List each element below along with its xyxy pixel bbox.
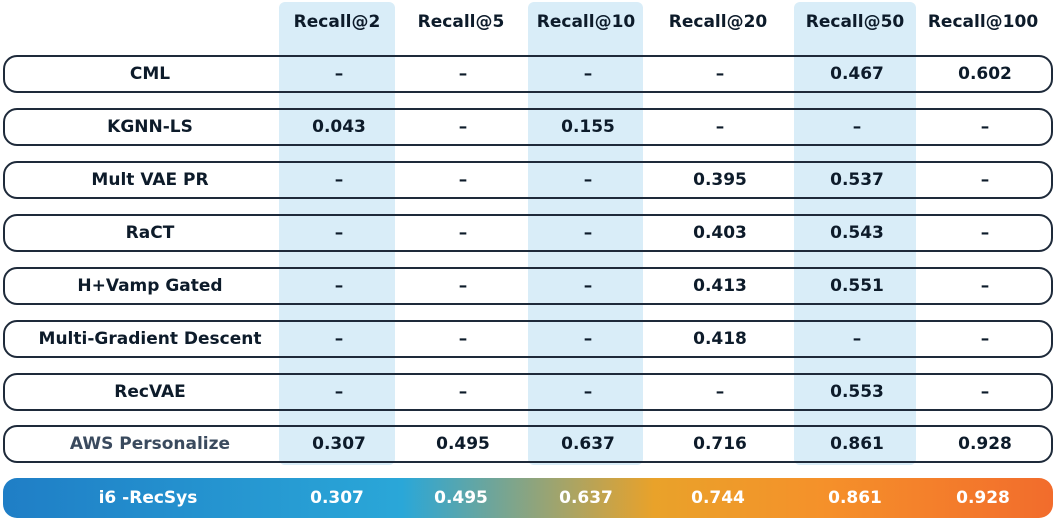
cell-recall-20: 0.744 [691,488,745,508]
cell-recall-20: 0.716 [693,434,747,454]
cell-recall-5: 0.495 [434,488,488,508]
table-row-kgnn-ls: KGNN-LS 0.043 – 0.155 – – – [3,108,1053,146]
cell-recall-2: 0.307 [312,434,366,454]
table-row-mult-vae-pr: Mult VAE PR – – – 0.395 0.537 – [3,161,1053,199]
cell-recall-5: – [458,329,468,349]
cell-recall-10: – [583,223,593,243]
row-label: AWS Personalize [69,434,231,454]
cell-recall-10: – [583,329,593,349]
cell-recall-2: – [334,382,344,402]
cell-recall-20: 0.395 [693,170,747,190]
cell-recall-50: – [852,117,862,137]
cell-recall-10: 0.155 [561,117,615,137]
table-row-multi-gradient-descent: Multi-Gradient Descent – – – 0.418 – – [3,320,1053,358]
cell-recall-50: 0.543 [830,223,884,243]
table-row-i6-recsys: i6 -RecSys 0.307 0.495 0.637 0.744 0.861… [3,478,1053,518]
cell-recall-100: – [980,170,990,190]
cell-recall-10: – [583,64,593,84]
cell-recall-10: – [583,170,593,190]
cell-recall-2: 0.307 [310,488,364,508]
column-header-recall-5: Recall@5 [417,12,505,32]
cell-recall-20: – [715,382,725,402]
cell-recall-5: – [458,276,468,296]
cell-recall-50: 0.537 [830,170,884,190]
cell-recall-10: – [583,276,593,296]
cell-recall-10: 0.637 [561,434,615,454]
cell-recall-100: – [980,382,990,402]
cell-recall-50: 0.861 [830,434,884,454]
table-row-cml: CML – – – – 0.467 0.602 [3,55,1053,93]
cell-recall-20: 0.403 [693,223,747,243]
row-label: H+Vamp Gated [77,276,223,296]
row-label: RecVAE [114,382,186,402]
row-label: RaCT [125,223,175,243]
column-header-recall-50: Recall@50 [805,12,905,32]
cell-recall-5: 0.495 [436,434,490,454]
highlight-column-recall-2 [279,2,395,465]
row-label: CML [129,64,171,84]
cell-recall-20: 0.418 [693,329,747,349]
highlight-column-recall-10 [528,2,643,465]
cell-recall-50: – [852,329,862,349]
row-label: Multi-Gradient Descent [38,329,262,349]
cell-recall-100: – [980,329,990,349]
cell-recall-5: – [458,117,468,137]
cell-recall-5: – [458,170,468,190]
highlight-column-recall-50 [794,2,916,465]
cell-recall-50: 0.553 [830,382,884,402]
table-row-aws-personalize: AWS Personalize 0.307 0.495 0.637 0.716 … [3,425,1053,463]
cell-recall-100: – [980,117,990,137]
cell-recall-10: 0.637 [559,488,613,508]
cell-recall-50: 0.467 [830,64,884,84]
cell-recall-2: – [334,170,344,190]
column-header-recall-100: Recall@100 [927,12,1039,32]
cell-recall-100: 0.602 [958,64,1012,84]
cell-recall-2: – [334,329,344,349]
cell-recall-50: 0.551 [830,276,884,296]
table-row-ract: RaCT – – – 0.403 0.543 – [3,214,1053,252]
column-header-recall-20: Recall@20 [668,12,768,32]
row-label: Mult VAE PR [91,170,209,190]
row-label: KGNN-LS [107,117,193,137]
cell-recall-2: 0.043 [312,117,366,137]
cell-recall-5: – [458,64,468,84]
cell-recall-20: – [715,117,725,137]
cell-recall-100: – [980,276,990,296]
table-row-recvae: RecVAE – – – – 0.553 – [3,373,1053,411]
cell-recall-100: 0.928 [956,488,1010,508]
cell-recall-20: 0.413 [693,276,747,296]
cell-recall-100: 0.928 [958,434,1012,454]
table-row-h-vamp-gated: H+Vamp Gated – – – 0.413 0.551 – [3,267,1053,305]
column-header-recall-2: Recall@2 [293,12,381,32]
column-header-recall-10: Recall@10 [536,12,636,32]
cell-recall-100: – [980,223,990,243]
cell-recall-50: 0.861 [828,488,882,508]
cell-recall-10: – [583,382,593,402]
cell-recall-5: – [458,223,468,243]
cell-recall-5: – [458,382,468,402]
cell-recall-2: – [334,223,344,243]
row-label: i6 -RecSys [98,488,198,508]
cell-recall-20: – [715,64,725,84]
cell-recall-2: – [334,64,344,84]
cell-recall-2: – [334,276,344,296]
